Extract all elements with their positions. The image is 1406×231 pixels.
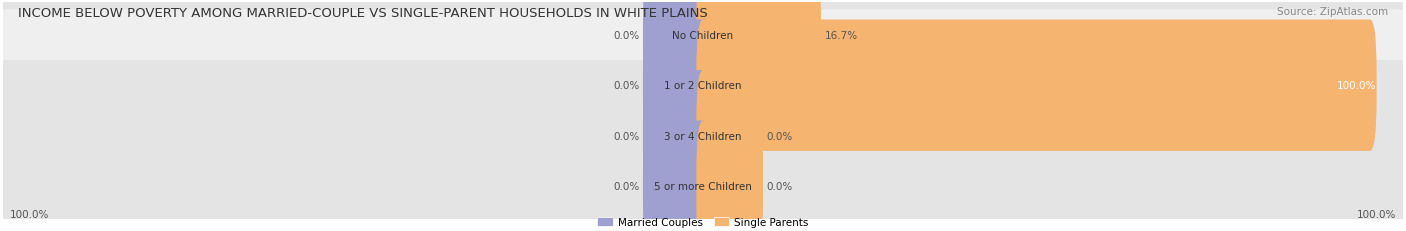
FancyBboxPatch shape [0,61,1406,231]
FancyBboxPatch shape [0,0,1406,212]
Text: 3 or 4 Children: 3 or 4 Children [664,131,742,141]
Text: 1 or 2 Children: 1 or 2 Children [664,81,742,91]
Legend: Married Couples, Single Parents: Married Couples, Single Parents [593,213,813,231]
FancyBboxPatch shape [696,0,821,101]
FancyBboxPatch shape [643,121,710,231]
Text: INCOME BELOW POVERTY AMONG MARRIED-COUPLE VS SINGLE-PARENT HOUSEHOLDS IN WHITE P: INCOME BELOW POVERTY AMONG MARRIED-COUPL… [18,7,709,20]
FancyBboxPatch shape [643,20,710,151]
FancyBboxPatch shape [0,10,1406,231]
Text: 0.0%: 0.0% [613,81,640,91]
Text: 100.0%: 100.0% [1357,209,1396,219]
Text: 5 or more Children: 5 or more Children [654,182,752,191]
Text: 0.0%: 0.0% [766,131,793,141]
Text: 0.0%: 0.0% [766,182,793,191]
Text: 16.7%: 16.7% [824,30,858,40]
FancyBboxPatch shape [643,0,710,101]
Text: 100.0%: 100.0% [10,209,49,219]
Text: Source: ZipAtlas.com: Source: ZipAtlas.com [1277,7,1388,17]
FancyBboxPatch shape [643,71,710,202]
FancyBboxPatch shape [696,71,763,202]
FancyBboxPatch shape [696,121,763,231]
FancyBboxPatch shape [696,20,1376,151]
Text: No Children: No Children [672,30,734,40]
FancyBboxPatch shape [0,0,1406,161]
Text: 0.0%: 0.0% [613,131,640,141]
Text: 0.0%: 0.0% [613,30,640,40]
Text: 100.0%: 100.0% [1337,81,1376,91]
Text: 0.0%: 0.0% [613,182,640,191]
